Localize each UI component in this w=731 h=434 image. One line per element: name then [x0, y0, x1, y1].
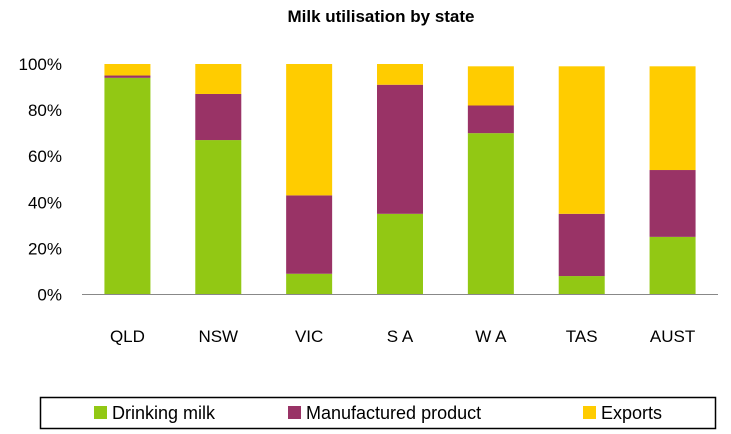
legend-swatch	[583, 406, 596, 419]
bar-exports	[558, 66, 605, 214]
legend-label: Manufactured product	[306, 403, 481, 423]
bar-drinking-milk	[195, 140, 242, 295]
bars	[104, 64, 696, 295]
legend-items: Drinking milk Manufactured product Exports	[94, 403, 662, 423]
x-tick-label: AUST	[650, 327, 695, 346]
y-tick-label: 100%	[19, 55, 62, 74]
legend: Drinking milk Manufactured product Exports	[39, 396, 717, 430]
bar-exports	[104, 64, 151, 76]
bar-drinking-milk	[558, 276, 605, 295]
bar-drinking-milk	[467, 133, 514, 295]
legend-box	[39, 396, 717, 430]
bar-exports	[377, 64, 423, 85]
bar-manufactured-product	[195, 93, 242, 141]
bar-drinking-milk	[104, 77, 151, 295]
x-tick-label: S A	[387, 327, 414, 346]
bar-exports	[467, 66, 514, 106]
bar-manufactured-product	[467, 105, 514, 134]
chart-title: Milk utilisation by state	[287, 7, 474, 26]
bar-drinking-milk	[286, 273, 333, 295]
x-tick-label: QLD	[110, 327, 145, 346]
bar-exports	[286, 64, 333, 196]
legend-swatch	[94, 406, 107, 419]
legend-label: Drinking milk	[112, 403, 216, 423]
bar-manufactured-product	[104, 75, 151, 78]
y-tick-label: 60%	[28, 147, 62, 166]
y-tick-label: 80%	[28, 101, 62, 120]
y-tick-label: 20%	[28, 239, 62, 258]
bar-manufactured-product	[558, 213, 605, 277]
bar-drinking-milk	[377, 213, 423, 295]
legend-label: Exports	[601, 403, 662, 423]
bar-exports	[195, 64, 242, 94]
y-tick-label: 40%	[28, 193, 62, 212]
x-tick-label: W A	[475, 327, 507, 346]
bar-exports	[649, 66, 696, 171]
x-tick-label: TAS	[566, 327, 598, 346]
y-axis-ticks: 0% 20% 40% 60% 80% 100%	[19, 55, 62, 305]
bar-drinking-milk	[649, 236, 696, 295]
bar-manufactured-product	[286, 195, 333, 274]
x-axis-ticks: QLD NSW VIC S A W A TAS AUST	[110, 327, 695, 346]
y-tick-label: 0%	[37, 286, 62, 305]
x-tick-label: VIC	[295, 327, 323, 346]
bar-manufactured-product	[377, 84, 423, 214]
bar-manufactured-product	[649, 170, 696, 237]
x-tick-label: NSW	[198, 327, 238, 346]
legend-swatch	[288, 406, 301, 419]
